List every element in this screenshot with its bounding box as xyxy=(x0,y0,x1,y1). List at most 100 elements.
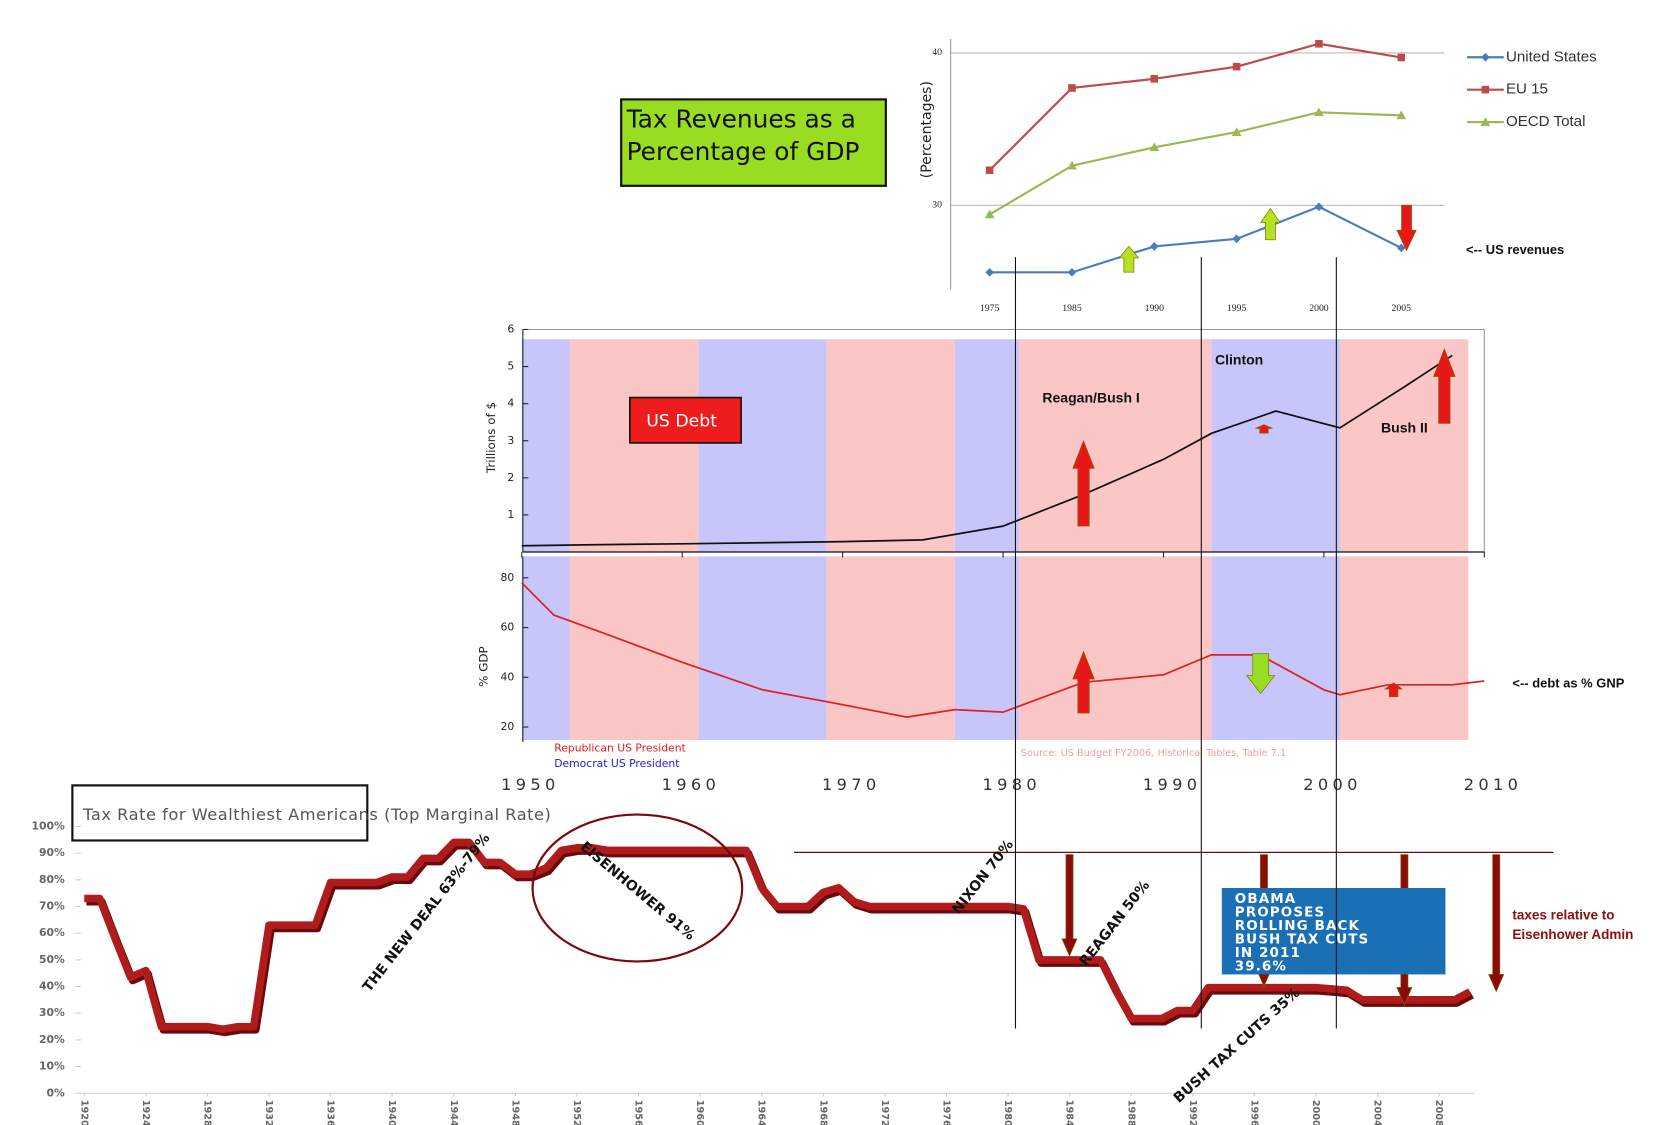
annotation: <-- debt as % GNP xyxy=(1512,675,1624,690)
y-tick-label: 20% xyxy=(39,1033,65,1046)
y-axis-label: Trillions of $ xyxy=(484,402,498,474)
chart-title: Tax Revenues as a Percentage of GDP xyxy=(626,105,860,167)
presidency-band xyxy=(1019,339,1212,553)
presidency-band xyxy=(826,339,955,553)
note: taxes relative to xyxy=(1512,908,1614,923)
presidency-band xyxy=(1019,556,1212,741)
point xyxy=(1315,40,1323,48)
series-line xyxy=(988,42,1402,172)
presidency-band xyxy=(826,556,955,741)
y-tick-label: 40 xyxy=(500,670,514,683)
x-tick-label: 1924 xyxy=(140,1100,151,1125)
x-tick-label: 2000 xyxy=(1310,1100,1321,1125)
legend-label: Democrat US President xyxy=(554,757,679,770)
arrow xyxy=(1260,207,1281,241)
point xyxy=(1314,107,1324,117)
x-tick-label: 1944 xyxy=(448,1100,459,1125)
y-tick-label: 1 xyxy=(507,508,514,521)
x-tick-label: 1985 xyxy=(1062,303,1082,314)
x-tick-label: 1980 xyxy=(1002,1100,1013,1125)
note: Eisenhower Admin xyxy=(1512,927,1633,942)
point xyxy=(1068,84,1076,92)
y-axis-label: (Percentages) xyxy=(919,81,935,178)
arrow xyxy=(1433,348,1456,424)
title-holder: Tax Revenues as a Percentage of GDP xyxy=(626,105,860,167)
callout-line: 39.6% xyxy=(1235,958,1287,974)
chart-title: US Debt xyxy=(646,411,717,431)
callout-line: PROPOSES xyxy=(1235,904,1325,920)
callout-line: ROLLING BACK xyxy=(1235,918,1360,934)
arrow xyxy=(1246,653,1276,695)
annotation: Reagan/Bush I xyxy=(1042,389,1139,405)
legend-label: EU 15 xyxy=(1506,81,1548,98)
arrow xyxy=(1255,424,1273,434)
presidency-band xyxy=(954,556,1020,741)
x-tick-label: 1990 xyxy=(1143,775,1201,794)
presidency-band xyxy=(698,339,827,553)
callout-box xyxy=(1221,888,1446,975)
callout-line: BUSH TAX CUTS xyxy=(1235,931,1370,947)
y-tick-label: 6 xyxy=(507,322,514,335)
y-tick-label: 60 xyxy=(500,621,514,634)
title-box xyxy=(620,98,887,187)
y-tick-label: 3 xyxy=(507,434,514,447)
x-tick-label: 1976 xyxy=(940,1100,951,1125)
x-tick-label: 1984 xyxy=(1064,1100,1075,1125)
presidency-band xyxy=(1211,339,1340,553)
x-tick-label: 1952 xyxy=(571,1100,582,1125)
x-tick-label: 1975 xyxy=(980,303,1000,314)
y-tick-label: 0% xyxy=(46,1086,65,1099)
arrow xyxy=(1118,245,1140,273)
presidency-band xyxy=(521,339,570,553)
x-tick-label: 1950 xyxy=(501,775,559,794)
y-tick-label: 40% xyxy=(39,980,65,993)
arrow xyxy=(1396,204,1417,252)
point xyxy=(985,166,994,175)
arrow xyxy=(1488,854,1505,993)
series-line xyxy=(521,354,1453,547)
x-tick-label: 1972 xyxy=(879,1100,890,1125)
x-tick-label: 1928 xyxy=(201,1100,212,1125)
annotation: Clinton xyxy=(1215,352,1263,368)
legend-label: United States xyxy=(1506,48,1597,65)
x-tick-label: 1970 xyxy=(822,775,880,794)
x-tick-label: 1992 xyxy=(1187,1100,1198,1125)
x-tick-label: 1990 xyxy=(1145,303,1165,314)
x-tick-label: 2000 xyxy=(1303,775,1361,794)
x-tick-label: 2005 xyxy=(1392,303,1412,314)
x-tick-label: 2004 xyxy=(1372,1100,1383,1125)
point xyxy=(1396,110,1407,120)
series-line xyxy=(989,111,1402,216)
point xyxy=(1149,142,1160,152)
point xyxy=(985,268,994,277)
y-tick-label: 30% xyxy=(39,1006,65,1019)
legend-label: OECD Total xyxy=(1506,113,1586,130)
x-tick-label: 2008 xyxy=(1433,1100,1444,1125)
x-tick-label: 1932 xyxy=(263,1100,274,1125)
source-note: Source: US Budget FY2006, Historical Tab… xyxy=(1021,748,1286,759)
y-tick-label: 30 xyxy=(932,200,942,211)
x-tick-label: 1960 xyxy=(694,1100,705,1125)
point xyxy=(1396,243,1406,253)
x-tick-label: 1956 xyxy=(633,1100,644,1125)
series-line xyxy=(84,838,1472,1033)
presidency-band xyxy=(698,556,827,741)
y-tick-label: 4 xyxy=(507,397,514,410)
series-line xyxy=(989,205,1402,274)
annotation: REAGAN 50% xyxy=(1077,878,1154,970)
y-tick-label: 60% xyxy=(39,926,65,939)
annotation: <-- US revenues xyxy=(1466,242,1564,257)
legend-marker xyxy=(1480,117,1491,126)
presidency-band xyxy=(521,556,570,741)
y-axis-label: % GDP xyxy=(476,646,490,687)
point xyxy=(1067,160,1077,170)
point xyxy=(1150,75,1159,83)
x-tick-label: 1996 xyxy=(1248,1100,1259,1125)
point xyxy=(1067,268,1077,277)
x-tick-label: 1980 xyxy=(982,775,1040,794)
title-box xyxy=(71,784,369,842)
arrow xyxy=(1061,854,1078,957)
title-box xyxy=(629,396,742,444)
